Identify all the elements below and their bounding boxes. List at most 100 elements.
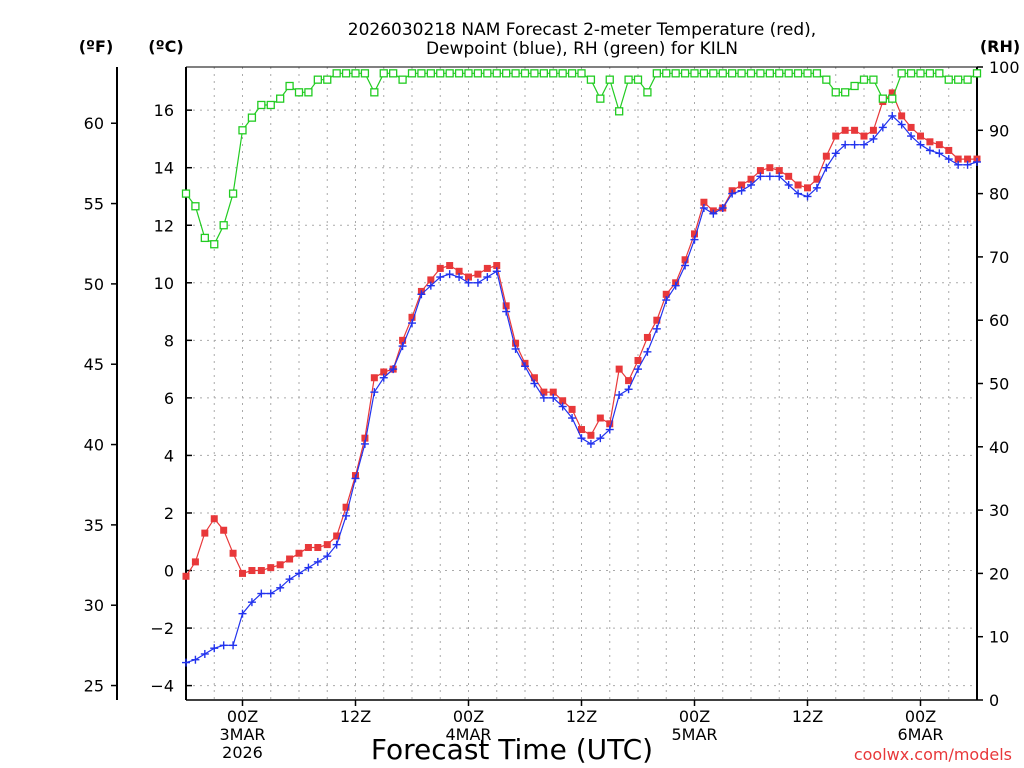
- rh-tick-label: 60: [989, 311, 1009, 330]
- rh-point: [728, 69, 737, 78]
- dewpoint-point: [483, 273, 492, 282]
- x-tick-label: 00Z: [905, 707, 936, 726]
- rh-point: [181, 189, 191, 198]
- rh-point: [398, 75, 407, 84]
- rh-point: [558, 69, 567, 78]
- celsius-tick-label: 4: [164, 446, 174, 465]
- rh-point: [803, 69, 812, 78]
- rh-point: [878, 94, 887, 103]
- rh-point: [473, 69, 483, 78]
- rh-point: [680, 69, 690, 78]
- rh-point: [812, 69, 822, 78]
- temperature-point: [182, 572, 190, 580]
- fahrenheit-tick-label: 55: [84, 195, 104, 214]
- rh-point: [247, 113, 257, 122]
- rh-point: [285, 81, 294, 91]
- temperature-point: [888, 89, 896, 97]
- rh-point: [351, 69, 360, 78]
- rh-point: [200, 233, 209, 243]
- rh-point: [407, 69, 417, 78]
- fahrenheit-axis-unit: (ºF): [79, 37, 114, 56]
- rh-point: [944, 75, 953, 84]
- temperature-point: [747, 175, 755, 183]
- celsius-axis-unit: (ºC): [148, 37, 183, 56]
- temperature-point: [681, 256, 689, 264]
- rh-point: [841, 88, 850, 97]
- temperature-point: [596, 414, 604, 422]
- temperature-point: [606, 420, 614, 428]
- dewpoint-point: [907, 132, 916, 141]
- celsius-tick-label: 16: [154, 101, 174, 120]
- celsius-tick-label: 6: [164, 389, 174, 408]
- temperature-point: [954, 155, 962, 163]
- x-tick-label: 4MAR: [445, 725, 491, 744]
- temperature-point: [342, 503, 350, 511]
- x-tick-label: 12Z: [792, 707, 823, 726]
- dewpoint-point: [699, 203, 708, 212]
- temperature-point: [756, 167, 764, 175]
- dewpoint-point: [408, 319, 416, 328]
- dewpoint-point: [803, 192, 812, 201]
- temperature-point: [578, 426, 585, 434]
- dewpoint-point: [662, 296, 671, 305]
- rh-point: [454, 69, 464, 78]
- data-series: [181, 69, 982, 667]
- temperature-point: [483, 264, 491, 272]
- rh-point: [831, 88, 840, 97]
- rh-point: [972, 69, 982, 78]
- rh-point: [690, 69, 699, 78]
- rh-point: [633, 75, 643, 84]
- dewpoint-point: [718, 203, 727, 212]
- x-tick-label: 12Z: [340, 707, 371, 726]
- rh-point: [417, 69, 426, 78]
- dewpoint-point: [634, 365, 642, 374]
- rh-point: [389, 69, 398, 78]
- celsius-tick-label: 0: [164, 562, 174, 581]
- rh-point: [238, 126, 247, 135]
- dewpoint-point: [351, 474, 360, 483]
- dewpoint-point: [681, 261, 690, 270]
- rh-tick-label: 40: [989, 438, 1009, 457]
- dewpoint-point: [643, 347, 652, 356]
- rh-point: [276, 94, 285, 103]
- dewpoint-point: [935, 149, 944, 158]
- rh-point: [445, 69, 454, 78]
- rh-point: [341, 69, 351, 78]
- temperature-point: [926, 138, 934, 146]
- rh-point: [709, 69, 718, 78]
- dewpoint-point: [897, 120, 906, 129]
- series-temperature: [182, 89, 981, 580]
- rh-point: [228, 189, 238, 198]
- temperature-point: [964, 155, 972, 163]
- rh-tick-label: 70: [989, 248, 1009, 267]
- dewpoint-point: [247, 598, 256, 607]
- temperature-point: [691, 230, 698, 238]
- dewpoint-point: [784, 180, 793, 189]
- rh-point: [756, 69, 765, 78]
- dewpoint-point: [558, 402, 567, 411]
- rh-point: [888, 94, 897, 103]
- dewpoint-point: [831, 149, 840, 158]
- dewpoint-point: [775, 172, 784, 181]
- rh-point: [737, 69, 746, 78]
- temperature-point: [380, 368, 388, 376]
- credit-link[interactable]: coolwx.com/models: [854, 745, 1012, 764]
- chart-title-line1: 2026030218 NAM Forecast 2-meter Temperat…: [348, 20, 816, 40]
- rh-point: [464, 69, 473, 78]
- rh-point: [793, 69, 803, 78]
- rh-point: [822, 75, 831, 84]
- dewpoint-point: [709, 209, 718, 218]
- rh-point: [426, 69, 435, 78]
- temperature-point: [502, 302, 510, 310]
- temperature-point: [286, 555, 294, 563]
- temperature-point: [295, 549, 303, 557]
- rh-point: [850, 81, 859, 91]
- x-tick-label: 5MAR: [671, 725, 717, 744]
- rh-point: [916, 69, 925, 78]
- dewpoint-point: [492, 267, 501, 276]
- dewpoint-point: [389, 365, 398, 374]
- temperature-point: [794, 181, 802, 189]
- celsius-tick-label: 2: [164, 504, 174, 523]
- rh-tick-label: 20: [989, 564, 1009, 583]
